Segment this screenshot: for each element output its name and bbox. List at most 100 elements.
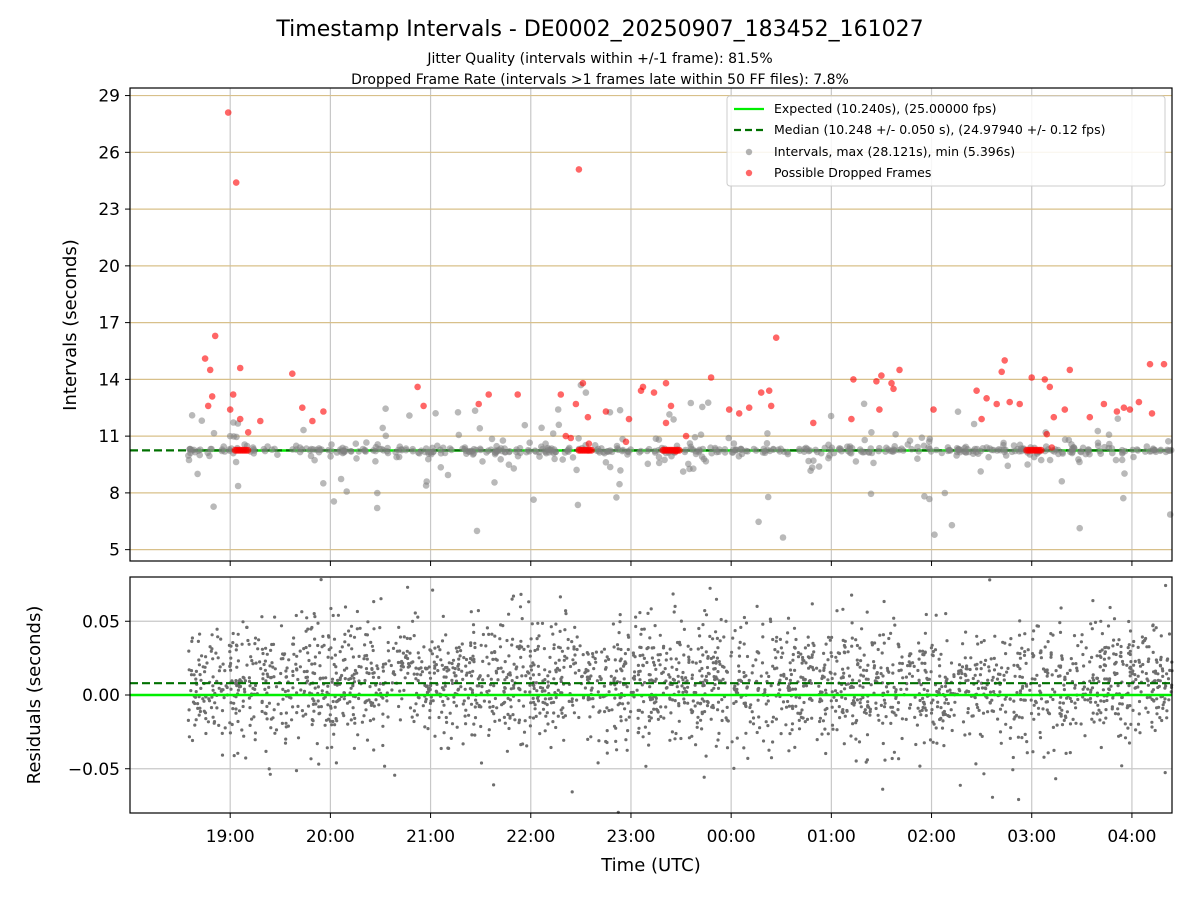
residual-point: [267, 767, 271, 771]
residual-point: [250, 659, 254, 663]
residual-point: [433, 646, 437, 650]
residual-point: [1003, 641, 1007, 645]
residual-point: [988, 690, 993, 694]
residual-point: [287, 658, 291, 662]
residual-point: [271, 665, 275, 669]
interval-point: [784, 448, 791, 456]
residual-point: [843, 639, 847, 643]
residual-point: [1138, 664, 1143, 668]
interval-point: [448, 446, 455, 454]
residual-point: [940, 726, 945, 730]
residual-point: [754, 658, 758, 662]
residual-point: [725, 718, 729, 722]
residual-point: [1019, 698, 1023, 702]
residual-point: [1043, 645, 1047, 649]
residual-point: [605, 729, 609, 733]
residual-point: [705, 704, 710, 708]
residual-point: [884, 715, 888, 719]
residual-point: [279, 624, 284, 628]
dropped-frame-point: [682, 432, 690, 440]
interval-point: [530, 496, 537, 504]
residual-point: [363, 678, 367, 683]
residual-point: [545, 711, 549, 715]
residual-point: [900, 736, 904, 741]
interval-point: [1094, 442, 1102, 450]
residual-point: [331, 699, 335, 704]
residual-point: [964, 630, 968, 634]
interval-point: [437, 464, 445, 471]
residual-point: [787, 686, 792, 690]
dropped-frame-point: [1148, 410, 1156, 417]
residual-point: [1112, 652, 1116, 656]
residual-point: [207, 699, 212, 703]
dropped-frame-point: [725, 406, 733, 413]
residual-point: [510, 679, 514, 683]
residual-point: [587, 675, 591, 679]
residual-point: [445, 665, 449, 670]
residual-point: [440, 639, 445, 643]
residual-point: [761, 739, 766, 743]
residual-point: [425, 690, 429, 695]
residual-point: [975, 667, 979, 671]
residual-point: [398, 718, 402, 722]
residual-point: [580, 674, 584, 678]
residual-point: [636, 731, 640, 735]
residual-point: [648, 685, 652, 689]
residual-point: [843, 645, 847, 649]
residual-point: [342, 691, 346, 695]
residual-point: [570, 697, 574, 701]
residual-point: [1018, 667, 1022, 671]
residual-point: [209, 706, 214, 710]
residual-point: [1088, 696, 1093, 701]
residual-point: [858, 684, 862, 688]
residual-point: [1036, 706, 1041, 710]
residual-point: [367, 671, 371, 676]
residual-point: [591, 655, 595, 659]
residual-point: [899, 687, 903, 692]
interval-point: [392, 448, 399, 456]
residual-point: [687, 655, 691, 659]
residual-point: [979, 640, 984, 644]
residual-point: [459, 685, 463, 689]
residual-point: [446, 697, 450, 701]
residual-point: [261, 672, 265, 676]
residual-point: [910, 674, 915, 678]
residual-point: [1074, 662, 1078, 666]
residual-point: [192, 673, 196, 677]
interval-point: [232, 458, 240, 466]
residual-point: [668, 675, 672, 679]
dropped-frame-point: [414, 383, 421, 391]
interval-point: [538, 424, 545, 432]
interval-point: [233, 433, 240, 441]
residual-point: [487, 662, 491, 666]
residual-point: [222, 696, 226, 700]
residual-point: [742, 675, 746, 679]
residual-point: [1150, 720, 1154, 724]
dropped-frame-point: [236, 415, 244, 423]
dropped-frame-point: [289, 370, 296, 378]
residual-point: [594, 650, 599, 654]
residual-point: [793, 687, 798, 691]
residual-point: [311, 697, 315, 701]
interval-point: [954, 408, 962, 416]
residual-point: [600, 650, 604, 654]
residual-point: [992, 668, 997, 672]
residual-point: [1088, 660, 1092, 664]
residual-point: [686, 701, 690, 705]
residual-point: [707, 672, 711, 676]
residual-point: [732, 766, 736, 771]
residual-point: [485, 655, 489, 659]
interval-point: [613, 442, 621, 450]
residual-point: [659, 705, 663, 709]
dropped-frame-point: [567, 434, 575, 442]
residual-point: [704, 613, 709, 617]
residual-point: [291, 669, 295, 674]
residual-point: [1117, 638, 1121, 642]
residual-point: [774, 656, 778, 660]
residual-point: [518, 605, 523, 609]
residual-point: [194, 718, 198, 722]
residual-point: [870, 641, 874, 645]
residual-point: [234, 707, 238, 711]
residual-point: [426, 727, 430, 731]
residual-point: [801, 676, 805, 680]
